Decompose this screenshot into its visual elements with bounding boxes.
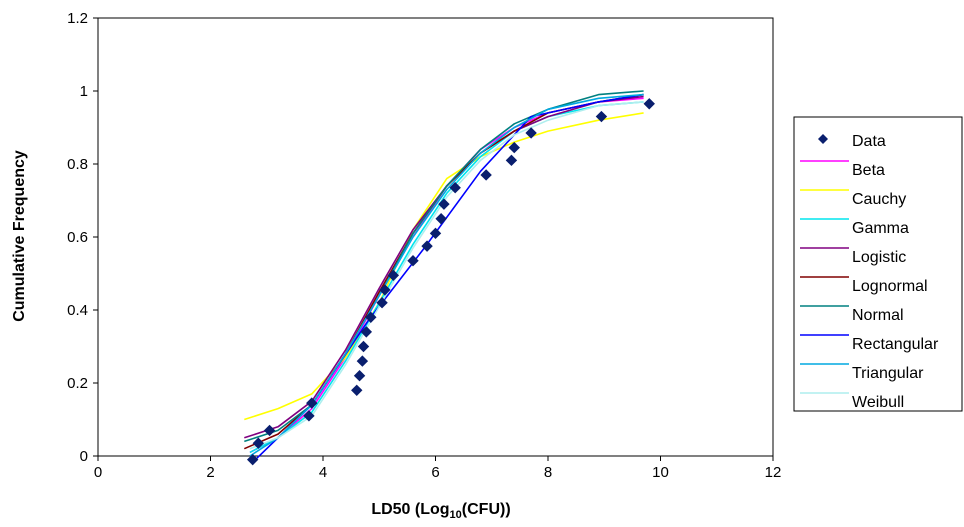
data-point [263, 424, 276, 437]
x-tick-label: 10 [652, 464, 669, 481]
y-axis-title: Cumulative Frequency [11, 150, 28, 322]
series-line-triangular [249, 93, 644, 457]
data-points [246, 98, 655, 466]
data-point [356, 355, 369, 367]
data-point [480, 169, 492, 181]
data-point [353, 369, 366, 382]
x-tick-label: 2 [206, 464, 214, 481]
data-point [525, 127, 537, 139]
data-point [365, 311, 377, 324]
data-point [407, 255, 419, 267]
x-axis-title-end: (CFU)) [462, 501, 511, 518]
data-point [379, 284, 391, 296]
y-tick-label: 0.4 [67, 302, 88, 319]
y-tick-label: 0 [80, 448, 88, 465]
data-point [360, 326, 373, 338]
x-tick-label: 12 [765, 464, 782, 481]
legend-label-data: Data [852, 133, 886, 150]
y-tick-label: 0.2 [67, 375, 88, 392]
legend-box [793, 116, 963, 412]
y-tick-label: 0.6 [67, 229, 88, 246]
data-point [438, 198, 450, 210]
data-point [357, 340, 370, 353]
legend: Data Beta Cauchy Gamma Logistic Lognormal Norm… [793, 116, 963, 412]
data-point [303, 410, 315, 422]
legend-label-rectangular: Rectangular [852, 336, 939, 353]
data-point [387, 269, 400, 282]
legend-label-weibull: Weibull [852, 394, 904, 411]
x-tick-label: 6 [431, 464, 439, 481]
data-point [505, 154, 518, 167]
y-tick-label: 1 [80, 83, 88, 100]
data-point [421, 240, 433, 252]
data-point [376, 296, 388, 309]
series-line-cauchy [244, 112, 644, 421]
x-tick-label: 0 [94, 464, 102, 481]
data-point [429, 227, 442, 240]
x-tick-label: 4 [319, 464, 327, 481]
data-point [643, 98, 655, 110]
legend-label-cauchy: Cauchy [852, 191, 906, 208]
data-point [252, 437, 265, 449]
data-point [595, 110, 608, 123]
data-point [508, 141, 520, 154]
y-tick-label: 1.2 [67, 10, 88, 27]
legend-label-logistic: Logistic [852, 249, 906, 266]
data-point [435, 213, 447, 225]
x-tick-label: 8 [544, 464, 552, 481]
legend-label-normal: Normal [852, 307, 904, 324]
axes: 0 2 4 6 8 10 12 0 0.2 0.4 0.6 0.8 1 1.2 [67, 10, 781, 481]
legend-marker-data [818, 134, 828, 144]
legend-label-beta: Beta [852, 162, 885, 179]
data-point [351, 384, 363, 397]
legend-label-gamma: Gamma [852, 220, 909, 237]
data-point [449, 182, 461, 194]
data-point [306, 397, 318, 409]
x-axis-title: LD50 (Log10(CFU)) [371, 501, 510, 521]
series-line-weibull [249, 101, 644, 450]
y-tick-label: 0.8 [67, 156, 88, 173]
x-axis-title-subscript: 10 [450, 509, 462, 521]
legend-label-triangular: Triangular [852, 365, 924, 382]
data-point [246, 453, 259, 466]
x-axis-title-main: LD50 (Log [371, 501, 449, 518]
series-line-logistic [244, 95, 644, 439]
legend-label-lognormal: Lognormal [852, 278, 928, 295]
